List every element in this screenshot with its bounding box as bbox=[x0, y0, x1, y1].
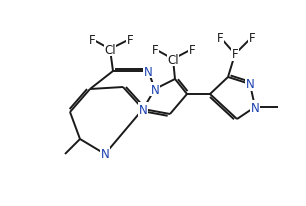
Text: N: N bbox=[151, 83, 159, 96]
Text: F: F bbox=[232, 48, 238, 61]
Text: N: N bbox=[251, 101, 259, 114]
Text: N: N bbox=[144, 65, 152, 78]
Text: F: F bbox=[249, 31, 255, 44]
Text: N: N bbox=[101, 148, 109, 161]
Text: F: F bbox=[89, 33, 95, 46]
Text: Cl: Cl bbox=[104, 43, 116, 56]
Text: N: N bbox=[139, 103, 147, 116]
Text: F: F bbox=[152, 43, 158, 56]
Text: Cl: Cl bbox=[167, 53, 179, 66]
Text: F: F bbox=[127, 33, 133, 46]
Text: F: F bbox=[189, 43, 195, 56]
Text: N: N bbox=[246, 78, 254, 91]
Text: F: F bbox=[217, 31, 223, 44]
